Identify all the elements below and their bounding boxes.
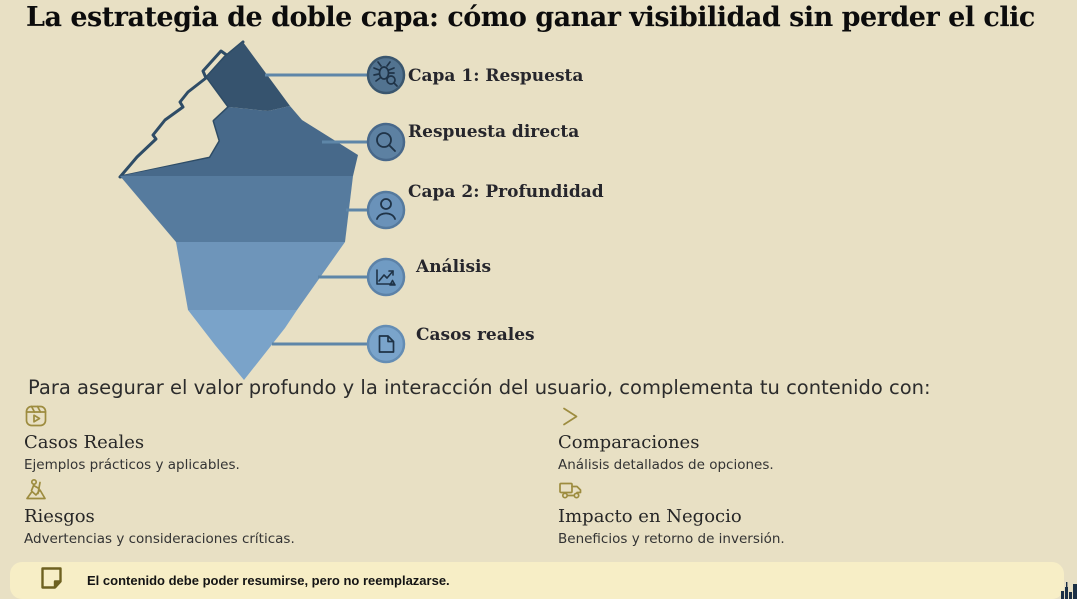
chart-icon	[376, 269, 396, 286]
iceberg-layer-3	[120, 176, 353, 242]
feature-description: Ejemplos prácticos y aplicables.	[24, 457, 240, 473]
feature-casos-reales: Casos Reales Ejemplos prácticos y aplica…	[24, 404, 524, 474]
feature-description: Beneficios y retorno de inversión.	[558, 531, 785, 547]
note-bar: El contenido debe poder resumirse, pero …	[10, 562, 1064, 599]
feature-title: Riesgos	[24, 506, 95, 527]
chevron-right-icon	[558, 404, 1058, 432]
callout-label-analisis: Análisis	[416, 257, 492, 277]
callout-label-capa1: Capa 1: Respuesta	[408, 66, 584, 86]
note-text: El contenido debe poder resumirse, pero …	[87, 573, 450, 588]
user-icon	[376, 198, 396, 220]
callout-label-capa2: Capa 2: Profundidad	[408, 182, 604, 202]
badge-casos-reales	[366, 324, 406, 364]
iceberg-diagram	[118, 40, 406, 380]
subtitle: Para asegurar el valor profundo y la int…	[28, 376, 931, 399]
iceberg-layer-5	[188, 310, 297, 380]
feature-impacto: Impacto en Negocio Beneficios y retorno …	[558, 478, 1058, 548]
video-reel-icon	[24, 404, 524, 432]
callout-label-respuesta-directa: Respuesta directa	[408, 122, 580, 142]
callout-connectors	[265, 73, 368, 346]
corner-chart-glyph	[1061, 582, 1077, 599]
feature-title: Casos Reales	[24, 432, 145, 453]
iceberg-layer-2	[120, 106, 358, 176]
page-title: La estrategia de doble capa: cómo ganar …	[26, 2, 1035, 33]
sticky-note-icon	[38, 565, 65, 596]
badge-capa2	[366, 190, 406, 230]
feature-title: Comparaciones	[558, 432, 700, 453]
feature-description: Advertencias y consideraciones críticas.	[24, 531, 295, 547]
iceberg-layer-4	[176, 242, 345, 310]
search-icon	[376, 132, 396, 152]
truck-icon	[558, 478, 1058, 506]
hiker-icon	[24, 478, 524, 506]
badge-respuesta-directa	[366, 122, 406, 162]
callout-label-casos-reales: Casos reales	[416, 325, 535, 345]
feature-riesgos: Riesgos Advertencias y consideraciones c…	[24, 478, 524, 548]
crawler-bug-icon	[373, 61, 398, 87]
iceberg-layer-1	[207, 42, 290, 111]
feature-comparaciones: Comparaciones Análisis detallados de opc…	[558, 404, 1058, 474]
feature-description: Análisis detallados de opciones.	[558, 457, 774, 473]
document-icon	[378, 335, 395, 353]
feature-title: Impacto en Negocio	[558, 506, 742, 527]
